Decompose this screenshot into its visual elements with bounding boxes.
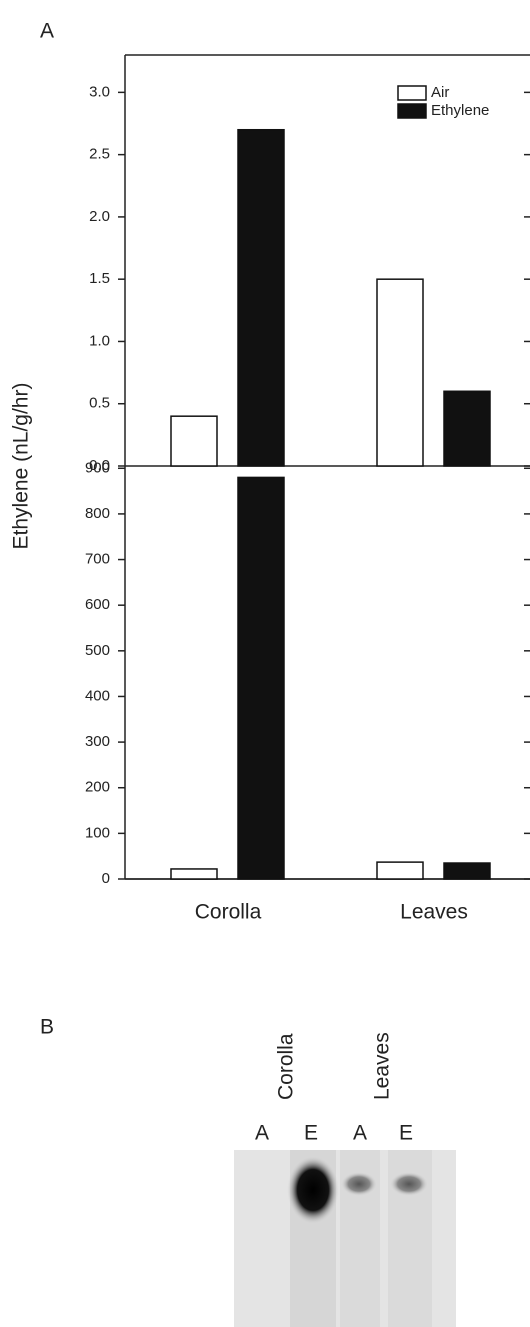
panel-label: A [40,20,54,43]
panel-label: B [40,1016,54,1039]
legend-swatch [398,86,426,100]
x-tick-label: Corolla [195,901,262,924]
y-tick-label: 2.5 [89,146,110,163]
lane-label: A [353,1122,367,1145]
y-tick-label: 3.0 [89,83,110,100]
y-tick-label: 500 [85,642,110,659]
y-tick-label: 700 [85,551,110,568]
bar [171,416,217,466]
sample-label: Leaves [371,1032,394,1100]
y-tick-label: 2.0 [89,208,110,225]
y-tick-label: 0 [102,870,110,887]
legend-label: Air [431,84,449,101]
bar [444,863,490,879]
figure: A Ethylene (nL/g/hr) B Corolla Leaves A … [0,0,530,1327]
blot-band [287,1156,339,1224]
y-tick-label: 600 [85,596,110,613]
bar [444,391,490,466]
y-tick-label: 100 [85,824,110,841]
bar [171,869,217,879]
lane-label: A [255,1122,269,1145]
x-tick-label: Leaves [400,901,468,924]
lane-label: E [399,1122,413,1145]
legend-swatch [398,104,426,118]
y-tick-label: 800 [85,505,110,522]
blot-band [341,1172,377,1196]
y-tick-label: 900 [85,459,110,476]
y-tick-label: 400 [85,687,110,704]
legend-label: Ethylene [431,102,489,119]
bar [377,279,423,466]
y-tick-label: 1.5 [89,270,110,287]
y-tick-label: 300 [85,733,110,750]
y-tick-label: 200 [85,779,110,796]
bar [238,477,284,879]
bar [238,130,284,466]
bar [377,862,423,879]
lane-label: E [304,1122,318,1145]
blot-band [390,1172,428,1196]
sample-label: Corolla [275,1033,298,1100]
y-tick-label: 0.5 [89,395,110,412]
y-axis-label: Ethylene (nL/g/hr) [10,383,33,550]
y-tick-label: 1.0 [89,332,110,349]
